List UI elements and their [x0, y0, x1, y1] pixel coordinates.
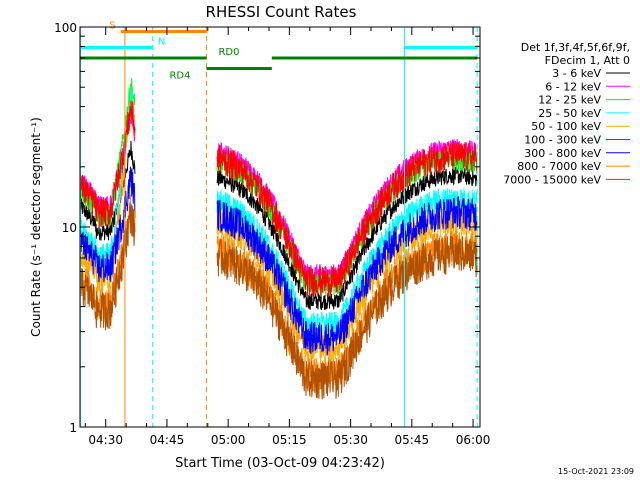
series-100-300-kev — [79, 100, 478, 298]
legend-entry-label: 25 - 50 keV — [538, 107, 601, 120]
legend-entry-label: 6 - 12 keV — [545, 80, 601, 93]
legend-entry-label: 7000 - 15000 keV — [503, 173, 601, 186]
series-line-pre-gap — [79, 100, 136, 228]
y-axis-label: Count Rate (s⁻¹ detector segment⁻¹) — [29, 117, 43, 337]
x-tick-label: 06:00 — [456, 433, 491, 447]
x-axis-label: Start Time (03-Oct-09 04:23:42) — [175, 456, 385, 471]
y-tick-label: 100 — [54, 21, 77, 35]
legend-entry-label: 12 - 25 keV — [538, 94, 601, 107]
series-line-post-gap — [216, 235, 478, 400]
legend-entry-label: 300 - 800 keV — [524, 147, 601, 160]
series-line-post-gap — [216, 140, 478, 298]
y-tick-label: 1 — [69, 421, 77, 435]
legend-entry-label: 50 - 100 keV — [531, 120, 601, 133]
series-line-post-gap — [216, 195, 478, 356]
axis-layer: 04:30 04:45 05:00 05:15 05:30 05:45 06:00 1 10 10… — [54, 21, 490, 447]
x-tick-label: 05:15 — [272, 433, 307, 447]
x-tick-label: 05:45 — [395, 433, 430, 447]
series-line-pre-gap — [79, 202, 136, 331]
annotation-label-rd4: RD4 — [169, 71, 190, 82]
timestamp: 15-Oct-2021 23:09 — [558, 467, 634, 476]
x-tick-label: 05:00 — [211, 433, 246, 447]
series-line-pre-gap — [79, 140, 136, 241]
legend: Det 1f,3f,4f,5f,6f,9f,FDecim 1, Att 03 -… — [503, 41, 630, 186]
x-tick-label: 05:30 — [333, 433, 368, 447]
chart-title: RHESSI Count Rates — [206, 3, 357, 21]
legend-header-line: Det 1f,3f,4f,5f,6f,9f, — [521, 41, 630, 54]
series-line-post-gap — [216, 166, 478, 310]
legend-entry-label: 800 - 7000 keV — [517, 160, 601, 173]
x-tick-label: 04:30 — [88, 433, 123, 447]
annotation-label-s: S — [109, 20, 115, 31]
legend-entry-label: 100 - 300 keV — [524, 134, 601, 147]
annotation-layer: S N RD0 RD4 — [80, 20, 478, 82]
series-line-pre-gap — [79, 166, 136, 283]
series-layer — [79, 77, 478, 400]
series-300-800-kev — [79, 166, 478, 356]
legend-header-line: FDecim 1, Att 0 — [545, 54, 630, 67]
legend-entry-label: 3 - 6 keV — [552, 67, 601, 80]
annotation-label-n: N — [158, 36, 165, 47]
y-tick-label: 10 — [62, 221, 77, 235]
series-7000-15000-kev — [79, 202, 478, 400]
annotation-label-rd0: RD0 — [218, 47, 239, 58]
x-tick-label: 04:45 — [150, 433, 185, 447]
series-3-6-kev — [79, 140, 478, 310]
